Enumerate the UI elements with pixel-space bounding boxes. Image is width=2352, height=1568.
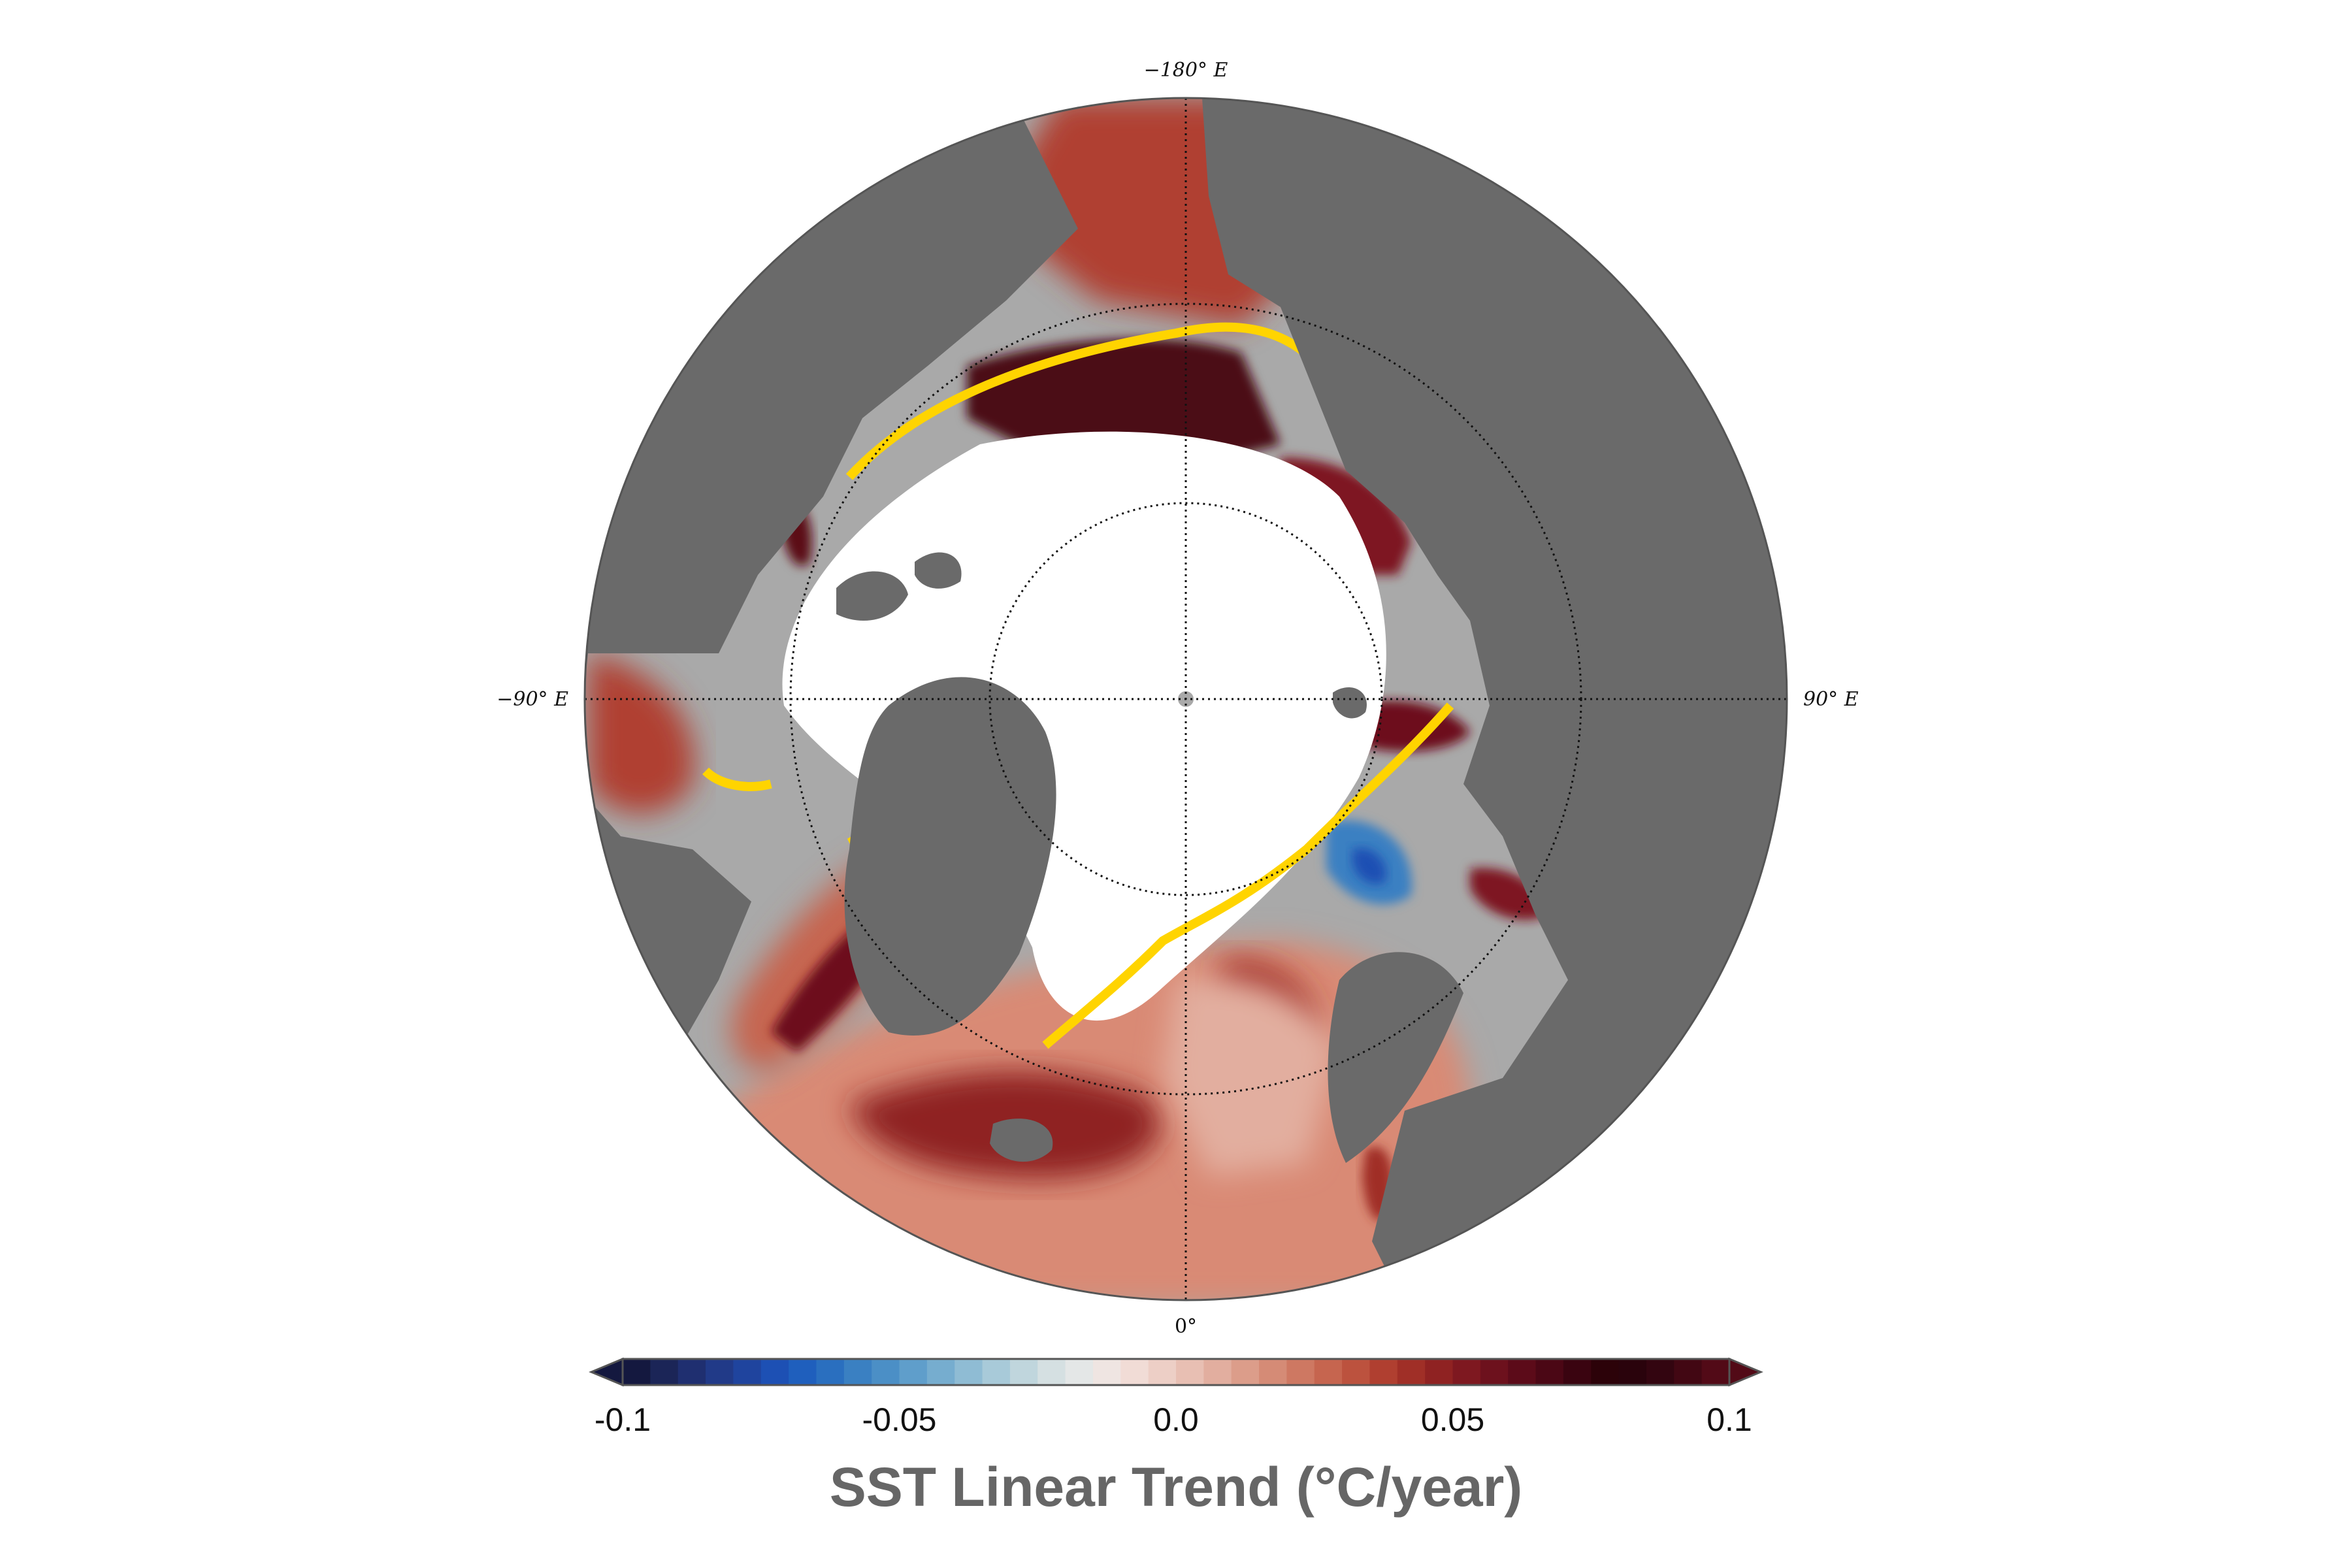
colorbar-segment	[1203, 1359, 1232, 1385]
colorbar-segment	[816, 1359, 845, 1385]
colorbar-segment	[1563, 1359, 1592, 1385]
colorbar-segment	[1286, 1359, 1315, 1385]
colorbar-segment	[1618, 1359, 1647, 1385]
colorbar-segment	[1701, 1359, 1730, 1385]
colorbar-extend-min	[589, 1357, 624, 1387]
map-boundary	[583, 97, 1788, 1301]
colorbar-segment	[1508, 1359, 1537, 1385]
lon-label-top: −180° E	[1144, 59, 1228, 82]
colorbar-segment	[623, 1359, 651, 1385]
colorbar-segment	[1120, 1359, 1149, 1385]
colorbar-segment	[1452, 1359, 1481, 1385]
land-iceland	[990, 1119, 1053, 1162]
colorbar-segment	[1092, 1359, 1121, 1385]
colorbar-segment	[1176, 1359, 1204, 1385]
norwegian-sea-light	[1163, 976, 1339, 1176]
colorbar-segment	[955, 1359, 983, 1385]
colorbar-segment	[1259, 1359, 1287, 1385]
lon-label-left: −90° E	[497, 688, 568, 711]
colorbar-segment	[1231, 1359, 1260, 1385]
colorbar-segment	[733, 1359, 762, 1385]
hudson-bay-anomaly	[588, 653, 695, 813]
colorbar-segment	[926, 1359, 955, 1385]
colorbar-segment	[1065, 1359, 1094, 1385]
colorbar-segment	[1369, 1359, 1398, 1385]
colorbar-segment	[1009, 1359, 1038, 1385]
colorbar-segment	[1480, 1359, 1509, 1385]
colorbar-extend-max	[1728, 1357, 1763, 1387]
colorbar-segment	[1314, 1359, 1343, 1385]
colorbar-segment	[1646, 1359, 1674, 1385]
land-svalbard	[1333, 687, 1367, 719]
colorbar-segment	[1425, 1359, 1454, 1385]
colorbar-tick-label-1: -0.05	[862, 1401, 937, 1438]
colorbar-tick-label-3: 0.05	[1421, 1401, 1484, 1438]
colorbar-tick-label-4: 0.1	[1707, 1401, 1752, 1438]
colorbar-segment	[1148, 1359, 1177, 1385]
colorbar-segment	[706, 1359, 734, 1385]
colorbar-segment	[1674, 1359, 1703, 1385]
land-eurasia	[1202, 98, 1787, 1300]
land-canadian-archipelago-1	[836, 571, 908, 621]
graticule	[585, 98, 1787, 1300]
colorbar-frame	[621, 1358, 1731, 1386]
ice-edge-contour	[702, 322, 1461, 1049]
lon-label-right: 90° E	[1803, 688, 1859, 711]
lon-label-bottom: 0°	[1175, 1315, 1197, 1338]
barents-negative-core	[1352, 848, 1386, 885]
colorbar-segment	[1342, 1359, 1371, 1385]
colorbar-segment	[650, 1359, 679, 1385]
colorbar-segment	[899, 1359, 928, 1385]
land-greenland	[844, 677, 1056, 1036]
land-scandinavia	[1328, 952, 1463, 1163]
colorbar-segment	[678, 1359, 706, 1385]
colorbar-title: SST Linear Trend (°C/year)	[830, 1456, 1523, 1518]
colorbar-tick-label-2: 0.0	[1153, 1401, 1199, 1438]
latitude-circle-inner	[988, 502, 1383, 896]
colorbar-segment	[1397, 1359, 1426, 1385]
colorbar-segment	[789, 1359, 817, 1385]
colorbar-tick-label-0: -0.1	[595, 1401, 651, 1438]
colorbar: -0.1 -0.05 0.0 0.05 0.1 SST Linear Trend…	[589, 1357, 1763, 1518]
colorbar-segment	[1037, 1359, 1066, 1385]
colorbar-segment	[872, 1359, 900, 1385]
land-canadian-archipelago-2	[915, 552, 962, 589]
colorbar-segments	[623, 1359, 1730, 1385]
colorbar-segment	[1535, 1359, 1564, 1385]
colorbar-segment	[1591, 1359, 1620, 1385]
colorbar-segment	[760, 1359, 789, 1385]
white-sea-anomaly	[1470, 868, 1548, 920]
polar-map	[585, 98, 1787, 1300]
colorbar-segment	[843, 1359, 872, 1385]
colorbar-segment	[982, 1359, 1011, 1385]
